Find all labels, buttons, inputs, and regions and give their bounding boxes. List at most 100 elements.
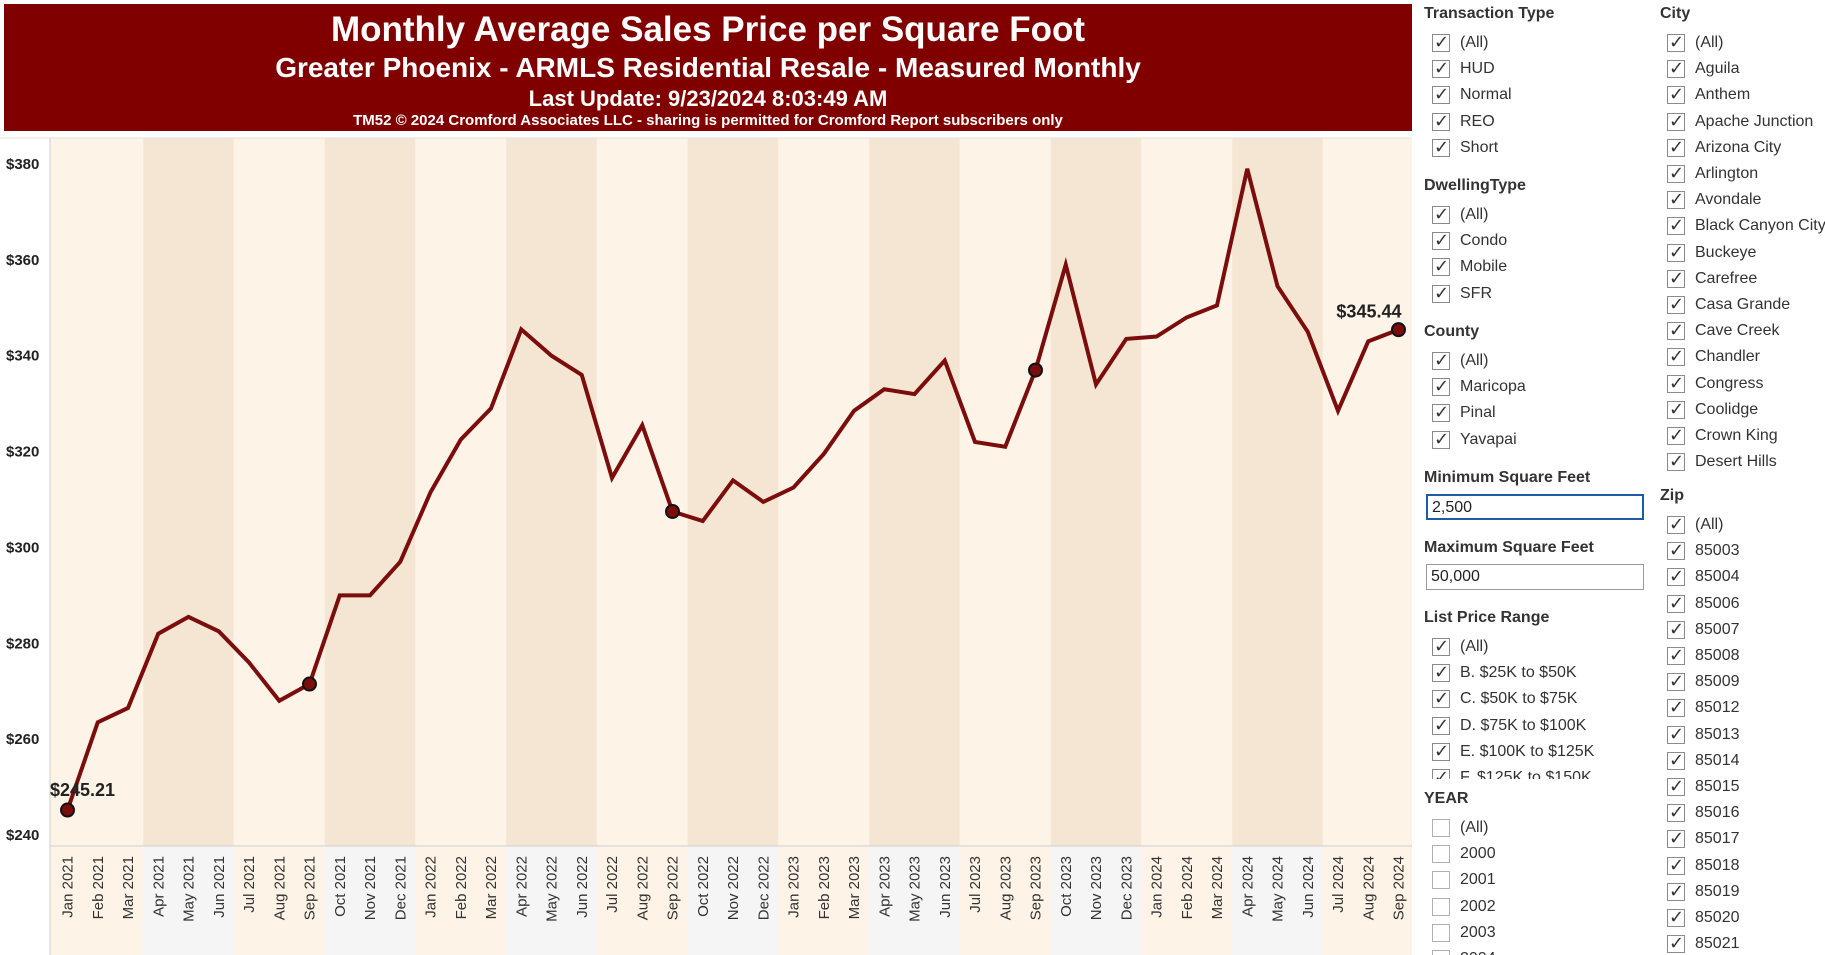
checkbox[interactable] [1667, 566, 1685, 587]
checkbox[interactable] [1667, 320, 1685, 341]
checkbox[interactable] [1667, 373, 1685, 394]
max-sqft-input[interactable]: 50,000 [1426, 564, 1644, 590]
checkbox[interactable] [1667, 294, 1685, 315]
dwelling-type-option[interactable]: Condo [1432, 228, 1507, 254]
city-option[interactable]: Avondale [1667, 187, 1761, 213]
city-option[interactable]: Coolidge [1667, 397, 1758, 423]
city-option[interactable]: (All) [1667, 30, 1723, 56]
transaction-type-option[interactable]: Normal [1432, 82, 1512, 108]
city-option[interactable]: Black Canyon City [1667, 213, 1825, 239]
checkbox[interactable] [1432, 715, 1450, 736]
checkbox[interactable] [1667, 671, 1685, 692]
checkbox[interactable] [1432, 256, 1450, 277]
zip-option[interactable]: 85007 [1667, 617, 1740, 643]
zip-option[interactable]: 85003 [1667, 538, 1740, 564]
checkbox[interactable] [1667, 855, 1685, 876]
checkbox[interactable] [1667, 84, 1685, 105]
checkbox[interactable] [1432, 230, 1450, 251]
checkbox[interactable] [1667, 828, 1685, 849]
checkbox[interactable] [1432, 402, 1450, 423]
year-option[interactable]: 2002 [1432, 894, 1496, 920]
zip-option[interactable]: 85009 [1667, 669, 1740, 695]
checkbox[interactable] [1432, 283, 1450, 304]
checkbox[interactable] [1432, 897, 1450, 916]
checkbox[interactable] [1667, 619, 1685, 640]
transaction-type-option[interactable]: Short [1432, 135, 1498, 161]
checkbox[interactable] [1432, 741, 1450, 762]
city-option[interactable]: Congress [1667, 371, 1763, 397]
checkbox[interactable] [1667, 425, 1685, 446]
min-sqft-input[interactable]: 2,500 [1426, 494, 1644, 520]
checkbox[interactable] [1432, 84, 1450, 105]
dwelling-type-option[interactable]: (All) [1432, 202, 1488, 228]
checkbox[interactable] [1667, 697, 1685, 718]
checkbox[interactable] [1667, 268, 1685, 289]
list-price-option[interactable]: F. $125K to $150K [1432, 765, 1592, 779]
checkbox[interactable] [1432, 662, 1450, 683]
checkbox[interactable] [1432, 429, 1450, 450]
checkbox[interactable] [1667, 933, 1685, 954]
zip-option[interactable]: 85020 [1667, 905, 1740, 931]
zip-option[interactable]: (All) [1667, 512, 1723, 538]
zip-option[interactable]: 85018 [1667, 853, 1740, 879]
transaction-type-option[interactable]: HUD [1432, 56, 1495, 82]
checkbox[interactable] [1667, 111, 1685, 132]
checkbox[interactable] [1667, 189, 1685, 210]
city-option[interactable]: Anthem [1667, 82, 1750, 108]
checkbox[interactable] [1432, 204, 1450, 225]
county-option[interactable]: Yavapai [1432, 427, 1517, 453]
checkbox[interactable] [1432, 923, 1450, 942]
checkbox[interactable] [1667, 346, 1685, 367]
year-option[interactable]: 2003 [1432, 920, 1496, 946]
checkbox[interactable] [1667, 215, 1685, 236]
checkbox[interactable] [1432, 636, 1450, 657]
checkbox[interactable] [1667, 645, 1685, 666]
year-option[interactable]: (All) [1432, 815, 1488, 841]
city-option[interactable]: Apache Junction [1667, 109, 1813, 135]
city-option[interactable]: Cave Creek [1667, 318, 1779, 344]
city-option[interactable]: Arizona City [1667, 135, 1781, 161]
zip-option[interactable]: 85014 [1667, 748, 1740, 774]
checkbox[interactable] [1667, 776, 1685, 797]
county-option[interactable]: Maricopa [1432, 374, 1526, 400]
list-price-option[interactable]: D. $75K to $100K [1432, 713, 1586, 739]
checkbox[interactable] [1432, 376, 1450, 397]
city-option[interactable]: Arlington [1667, 161, 1758, 187]
zip-option[interactable]: 85015 [1667, 774, 1740, 800]
list-price-option[interactable]: C. $50K to $75K [1432, 686, 1577, 712]
checkbox[interactable] [1432, 845, 1450, 864]
city-option[interactable]: Carefree [1667, 266, 1757, 292]
zip-option[interactable]: 85017 [1667, 826, 1740, 852]
checkbox[interactable] [1432, 767, 1450, 779]
zip-option[interactable]: 85016 [1667, 800, 1740, 826]
checkbox[interactable] [1667, 540, 1685, 561]
list-price-option[interactable]: B. $25K to $50K [1432, 660, 1577, 686]
list-price-option[interactable]: E. $100K to $125K [1432, 739, 1594, 765]
checkbox[interactable] [1667, 514, 1685, 535]
city-option[interactable]: Chandler [1667, 344, 1760, 370]
checkbox[interactable] [1667, 593, 1685, 614]
list-price-option[interactable]: (All) [1432, 634, 1488, 660]
city-option[interactable]: Casa Grande [1667, 292, 1790, 318]
city-option[interactable]: Crown King [1667, 423, 1778, 449]
checkbox[interactable] [1667, 242, 1685, 263]
zip-option[interactable]: 85008 [1667, 643, 1740, 669]
year-option[interactable]: 2000 [1432, 841, 1496, 867]
year-option[interactable]: 2001 [1432, 867, 1496, 893]
checkbox[interactable] [1667, 163, 1685, 184]
checkbox[interactable] [1667, 399, 1685, 420]
checkbox[interactable] [1432, 688, 1450, 709]
checkbox[interactable] [1667, 881, 1685, 902]
checkbox[interactable] [1432, 111, 1450, 132]
checkbox[interactable] [1667, 32, 1685, 53]
checkbox[interactable] [1432, 819, 1450, 837]
checkbox[interactable] [1432, 350, 1450, 371]
checkbox[interactable] [1432, 137, 1450, 158]
checkbox[interactable] [1432, 58, 1450, 79]
checkbox[interactable] [1667, 58, 1685, 79]
zip-option[interactable]: 85006 [1667, 591, 1740, 617]
zip-option[interactable]: 85013 [1667, 722, 1740, 748]
city-option[interactable]: Aguila [1667, 56, 1739, 82]
zip-option[interactable]: 85019 [1667, 879, 1740, 905]
checkbox[interactable] [1667, 724, 1685, 745]
